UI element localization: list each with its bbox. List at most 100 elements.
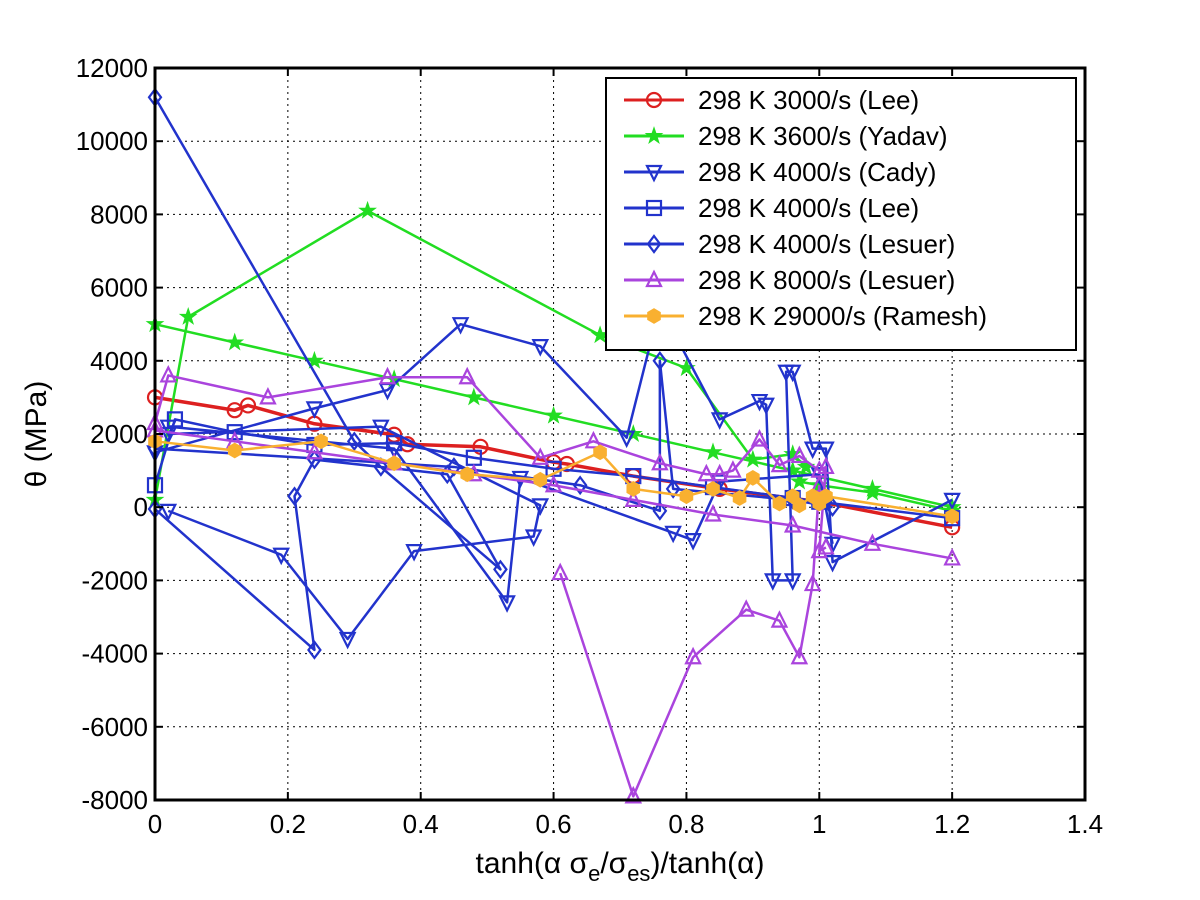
data-point	[372, 419, 390, 438]
y-tick-label: -4000	[82, 639, 149, 669]
data-point	[533, 471, 548, 488]
data-point	[704, 504, 722, 522]
data-point	[584, 430, 603, 449]
data-point	[572, 475, 588, 496]
series-8	[146, 364, 835, 559]
series-11	[148, 433, 959, 525]
legend-label: 298 K 8000/s (Lesuer)	[698, 265, 955, 295]
y-tick-label: -8000	[82, 785, 149, 815]
x-axis-label-sub-es: es	[627, 861, 650, 886]
data-point	[783, 460, 803, 479]
legend-label: 298 K 3000/s (Lee)	[698, 85, 919, 115]
data-point	[652, 350, 668, 371]
data-point	[750, 429, 769, 447]
data-point	[783, 573, 802, 591]
data-point	[943, 547, 961, 566]
data-point	[378, 366, 397, 385]
data-point	[943, 492, 961, 511]
data-point	[810, 474, 829, 493]
data-point	[697, 463, 716, 482]
data-point	[863, 479, 882, 497]
data-point	[446, 457, 462, 477]
data-point	[305, 350, 324, 369]
data-point	[750, 393, 769, 412]
data-point	[810, 467, 829, 485]
data-point	[757, 397, 775, 416]
legend-label: 298 K 4000/s (Lesuer)	[698, 229, 955, 259]
legend: 298 K 3000/s (Lee) 298 K 3600/s (Yadav) 29…	[605, 77, 1077, 351]
data-point	[458, 366, 476, 385]
y-tick-label: 6000	[90, 273, 148, 303]
data-point	[373, 457, 389, 477]
data-point	[624, 489, 643, 507]
data-point	[531, 447, 550, 465]
legend-entry: 298 K 4000/s (Lee)	[624, 193, 919, 223]
x-tick-label: 1.4	[1067, 809, 1103, 839]
legend-entry: 298 K 3000/s (Lee)	[624, 85, 919, 115]
data-point	[783, 515, 802, 533]
data-point	[544, 405, 563, 424]
data-point	[259, 386, 277, 405]
data-point	[314, 433, 328, 450]
axis-ticks: 0 0.2 0.4 0.6 0.8 1 1.2 1.4 -8000 -6000 -4000 -2000…	[76, 53, 1103, 839]
data-point	[703, 442, 723, 461]
data-point	[159, 426, 178, 445]
x-axis-label: tanh(α σe/σes)/tanh(α)	[476, 847, 765, 886]
data-point	[460, 466, 475, 483]
data-point	[770, 610, 789, 628]
x-axis-label-slash: /σ	[600, 847, 627, 880]
x-tick-label: 0.2	[270, 809, 306, 839]
data-point	[783, 364, 802, 383]
data-point	[817, 441, 835, 460]
y-tick-label: -6000	[82, 712, 149, 742]
data-point	[617, 430, 636, 449]
data-point	[346, 431, 362, 452]
data-point	[679, 488, 694, 505]
data-point	[239, 397, 257, 414]
data-point	[305, 441, 324, 460]
series-9	[551, 474, 829, 804]
y-tick-label: 12000	[76, 53, 148, 83]
x-axis-label-part1: tanh(α σ	[476, 847, 589, 880]
data-point	[464, 387, 484, 406]
data-point	[493, 559, 508, 580]
legend-label: 298 K 4000/s (Cady)	[698, 157, 936, 187]
legend-label: 298 K 4000/s (Lee)	[698, 193, 919, 223]
legend-marker	[645, 269, 663, 288]
data-point	[225, 332, 245, 351]
data-point	[307, 640, 322, 660]
series-layer	[145, 87, 962, 804]
data-point	[803, 573, 822, 592]
data-point	[819, 488, 833, 505]
series-4	[159, 419, 550, 650]
legend-box	[605, 77, 1077, 351]
data-point	[652, 501, 668, 521]
x-tick-label: 0.4	[403, 809, 439, 839]
legend-marker	[645, 91, 663, 109]
legend-label: 298 K 29000/s (Ramesh)	[698, 301, 987, 331]
data-point	[498, 595, 516, 613]
data-point	[724, 460, 742, 478]
y-tick-label: 8000	[90, 199, 148, 229]
data-point	[746, 470, 760, 486]
data-point	[684, 646, 702, 665]
data-point	[823, 554, 842, 573]
legend-entry: 298 K 4000/s (Lesuer)	[624, 229, 955, 259]
data-point	[863, 533, 882, 551]
data-point	[945, 508, 959, 525]
data-point	[790, 445, 809, 464]
legend-label: 298 K 3600/s (Yadav)	[698, 121, 948, 151]
data-point	[803, 441, 822, 460]
data-point	[159, 364, 178, 383]
data-point	[743, 449, 763, 468]
data-point	[305, 401, 324, 419]
legend-entry: 298 K 29000/s (Ramesh)	[624, 301, 987, 331]
data-point	[664, 525, 682, 544]
data-point	[710, 412, 729, 430]
data-point	[531, 498, 550, 516]
data-point	[593, 444, 607, 461]
data-point	[792, 497, 807, 514]
data-point	[710, 463, 729, 482]
data-point	[358, 200, 377, 219]
